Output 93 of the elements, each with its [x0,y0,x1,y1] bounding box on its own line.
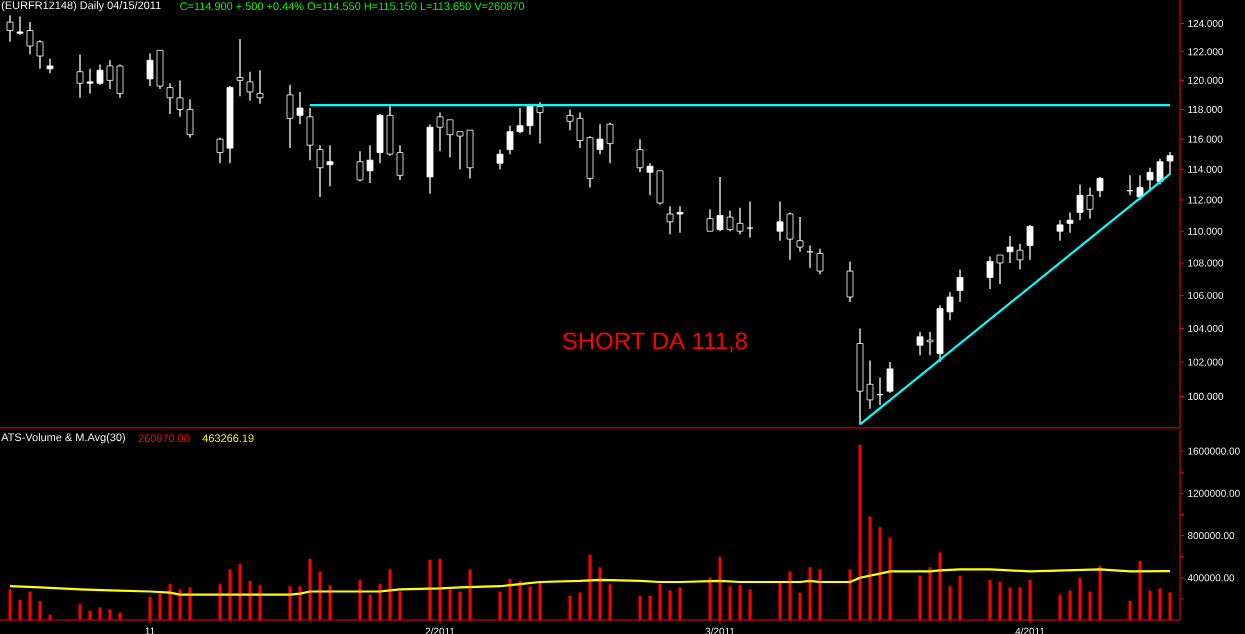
x-tick-label: 2/2011 [425,627,455,634]
candlestick [1076,183,1084,221]
candlestick [86,68,94,95]
candlestick [916,331,924,356]
candlestick [516,107,524,134]
candlestick [1166,151,1174,176]
y-tick-label: 108.000 [1188,259,1224,267]
candlestick [596,123,604,155]
annotation: 463266.19 [202,434,254,443]
chart-subtitle: C=114.900 +.500 +0.44% O=114.550 H=115.150 L=113.650 V=260870 [180,2,525,11]
chart-title: (EURFR12148) Daily 04/15/2011 [1,1,161,12]
candlestick [776,200,784,242]
candlestick [46,58,54,74]
candlestick [166,82,174,115]
y-tick-label: 114.000 [1188,165,1223,173]
candlestick [536,101,544,145]
y-tick-label: 1200000.00 [1188,489,1240,497]
candlestick [236,38,244,97]
candlestick [1136,174,1144,201]
y-tick-label: 100.000 [1188,392,1224,400]
candlestick [1086,186,1094,220]
candlestick [1146,167,1154,192]
y-tick-label: 400000.00 [1187,574,1235,582]
y-tick-label: 104.000 [1188,324,1224,332]
candlestick [496,148,504,170]
candlestick [866,359,874,410]
y-tick-label: 118.000 [1188,105,1223,113]
candlestick [436,111,444,152]
y-tick-label: 116.000 [1188,135,1223,143]
candlestick [6,14,14,43]
candlestick [736,207,744,235]
candlestick [646,162,654,196]
candlestick [606,122,614,164]
candlestick [256,69,264,105]
candlestick [576,111,584,149]
candlestick [796,216,804,253]
candlestick [286,84,294,149]
y-tick-label: 110.000 [1188,227,1223,235]
candlestick [326,144,334,187]
y-tick-label: 120.000 [1188,76,1224,84]
candlestick [716,176,724,232]
candlestick [956,268,964,303]
candlestick [1016,243,1024,271]
candlestick [356,150,364,183]
candlestick [1066,211,1074,234]
candlestick [246,71,254,102]
candlestick [636,138,644,173]
y-tick-label: 112.000 [1188,196,1223,204]
candlestick [96,63,104,86]
candlestick [506,125,514,155]
candlestick [676,205,684,234]
y-tick-label: 124.000 [1188,19,1224,28]
candlestick [706,208,714,232]
candlestick [746,200,754,239]
candlestick [566,108,574,131]
candlestick [76,53,84,99]
candlestick [106,59,114,90]
annotation: SHORT DA 111,8 [562,332,747,353]
candlestick [456,131,464,170]
candlestick [16,15,24,36]
candlestick [26,21,34,56]
candlestick [1026,224,1034,261]
candlestick [1056,219,1064,242]
y-tick-label: 102.000 [1188,358,1224,366]
candlestick [146,52,154,87]
y-tick-label: 800000.00 [1187,532,1235,540]
candlestick [36,39,44,70]
candlestick [986,255,994,290]
x-tick-label: 4/2011 [1015,627,1045,634]
candlestick [1156,158,1164,186]
x-tick-label: 3/2011 [705,627,735,634]
x-tick-label: 11 [145,627,155,634]
candlestick [296,91,304,125]
candlestick [726,210,734,232]
candlestick [1096,176,1104,198]
y-tick-label: 1600000.00 [1188,447,1240,455]
y-tick-label: 106.000 [1188,291,1224,299]
candlestick [996,254,1004,285]
candlestick [666,205,674,235]
candlestick [1006,235,1014,264]
candlestick [396,144,404,181]
candlestick [446,119,454,158]
candlestick [816,247,824,275]
annotation: 260870.00 [138,434,190,443]
candlestick [926,331,934,356]
y-tick-label: 122.000 [1188,48,1224,56]
chart-title: ATS-Volume & M.Avg(30) [1,433,125,444]
candlestick [316,144,324,198]
candlestick [886,361,894,394]
candlestick [366,144,374,184]
candlestick [216,136,224,164]
candlestick [176,79,184,118]
candlestick [946,291,954,321]
